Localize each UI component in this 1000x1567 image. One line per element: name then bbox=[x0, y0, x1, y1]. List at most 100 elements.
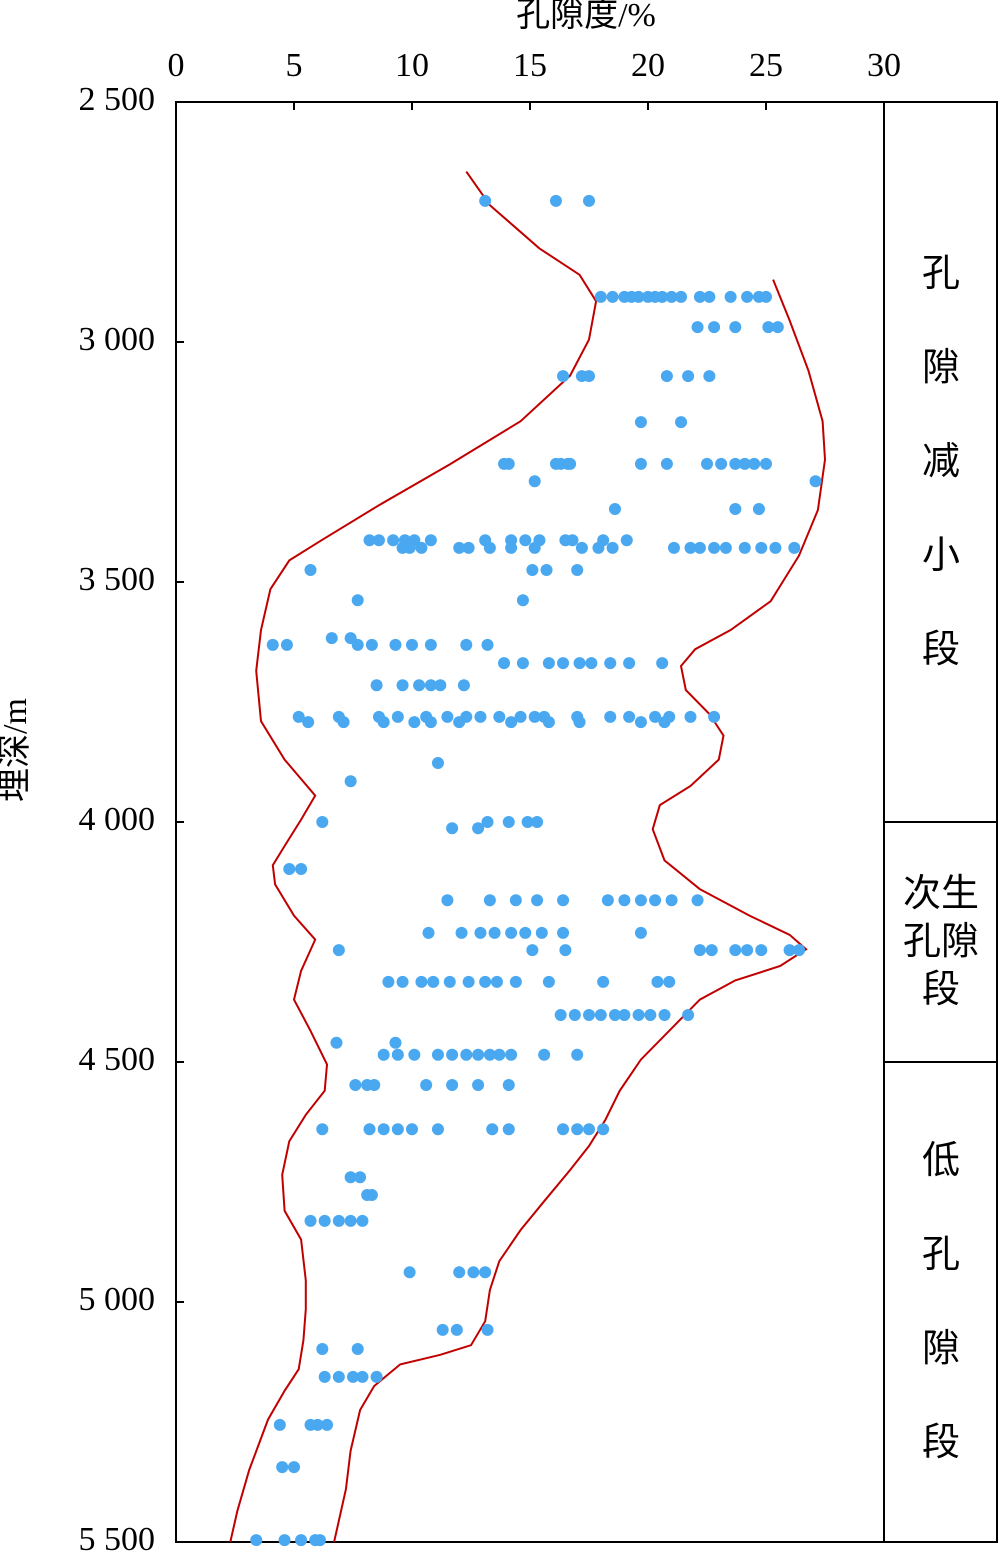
data-point bbox=[431, 1048, 444, 1061]
data-point bbox=[354, 1171, 367, 1184]
data-point bbox=[280, 638, 293, 651]
data-point bbox=[573, 716, 586, 729]
data-point bbox=[295, 1534, 308, 1547]
data-point bbox=[604, 657, 617, 670]
y-tick-label: 5 500 bbox=[79, 1521, 156, 1558]
data-point bbox=[295, 863, 308, 876]
data-point bbox=[771, 321, 784, 334]
zone-label: 低孔隙段 bbox=[922, 1140, 961, 1464]
data-point bbox=[403, 1266, 416, 1279]
data-point bbox=[453, 716, 466, 729]
data-point bbox=[490, 975, 503, 988]
data-point bbox=[377, 1123, 390, 1136]
data-point bbox=[318, 1214, 331, 1227]
data-point bbox=[467, 1266, 480, 1279]
data-point bbox=[450, 1323, 463, 1336]
data-point bbox=[703, 290, 716, 303]
data-point bbox=[396, 975, 409, 988]
data-point bbox=[557, 926, 570, 939]
data-point bbox=[762, 321, 775, 334]
data-point bbox=[363, 1123, 376, 1136]
data-point bbox=[729, 944, 742, 957]
x-tick-label: 20 bbox=[631, 47, 665, 84]
data-point bbox=[389, 1036, 402, 1049]
data-point bbox=[288, 1461, 300, 1474]
data-point bbox=[618, 894, 631, 907]
data-point bbox=[583, 1123, 595, 1136]
data-point bbox=[408, 1048, 421, 1061]
data-point bbox=[752, 503, 765, 516]
data-point bbox=[724, 290, 737, 303]
data-point bbox=[644, 1008, 657, 1021]
data-point bbox=[557, 894, 570, 907]
data-point bbox=[514, 710, 527, 723]
data-point bbox=[535, 926, 548, 939]
x-axis-title: 孔隙度/% bbox=[516, 0, 656, 34]
data-point bbox=[665, 290, 678, 303]
data-point bbox=[446, 1079, 459, 1092]
y-axis-title: 埋深/m bbox=[0, 698, 34, 802]
data-point bbox=[708, 541, 721, 554]
data-point bbox=[748, 457, 761, 470]
data-point bbox=[481, 816, 494, 828]
data-point bbox=[793, 944, 806, 957]
data-point bbox=[634, 416, 647, 429]
data-point bbox=[649, 894, 662, 907]
data-point bbox=[634, 894, 647, 907]
data-point bbox=[502, 1079, 515, 1092]
data-point bbox=[554, 1008, 567, 1021]
data-point bbox=[559, 944, 572, 957]
data-point bbox=[557, 657, 570, 670]
data-point bbox=[292, 710, 305, 723]
data-point bbox=[656, 657, 669, 670]
data-point bbox=[566, 534, 579, 547]
data-point bbox=[356, 1214, 369, 1227]
data-point bbox=[571, 1048, 584, 1061]
data-point bbox=[549, 194, 562, 207]
data-point bbox=[608, 1008, 621, 1021]
data-point bbox=[542, 716, 555, 729]
data-point bbox=[505, 541, 518, 554]
data-point bbox=[266, 638, 279, 651]
data-point bbox=[658, 716, 671, 729]
data-point bbox=[436, 1323, 449, 1336]
data-point bbox=[502, 457, 515, 470]
data-point bbox=[422, 926, 435, 939]
data-point bbox=[703, 370, 716, 383]
data-point bbox=[691, 894, 704, 907]
data-point bbox=[656, 290, 669, 303]
data-point bbox=[472, 822, 485, 835]
data-point bbox=[649, 710, 662, 723]
data-point bbox=[349, 1079, 362, 1092]
data-point bbox=[594, 1008, 607, 1021]
data-point bbox=[479, 975, 492, 988]
y-tick-label: 4 500 bbox=[79, 1041, 156, 1078]
data-point bbox=[370, 1370, 383, 1383]
data-point bbox=[526, 944, 539, 957]
data-point bbox=[321, 1418, 334, 1431]
data-point bbox=[351, 1343, 364, 1356]
x-tick-label: 10 bbox=[395, 47, 429, 84]
data-point bbox=[406, 638, 418, 651]
data-point bbox=[620, 534, 633, 547]
envelope-line bbox=[229, 171, 598, 1543]
zone: 低孔隙段 bbox=[884, 1062, 998, 1542]
data-point bbox=[691, 321, 704, 334]
data-point bbox=[347, 1370, 359, 1383]
data-point bbox=[344, 1171, 357, 1184]
data-point bbox=[502, 1123, 515, 1136]
data-point bbox=[474, 926, 487, 939]
data-point bbox=[769, 541, 782, 554]
data-point bbox=[760, 457, 772, 470]
data-point bbox=[481, 1323, 494, 1336]
data-point bbox=[302, 716, 315, 729]
data-point bbox=[434, 679, 447, 692]
data-point bbox=[519, 534, 532, 547]
data-point bbox=[606, 290, 619, 303]
data-point bbox=[276, 1461, 289, 1474]
data-point bbox=[509, 894, 522, 907]
data-point bbox=[391, 1048, 404, 1061]
data-point bbox=[528, 541, 541, 554]
data-point bbox=[682, 370, 695, 383]
data-point bbox=[601, 894, 614, 907]
